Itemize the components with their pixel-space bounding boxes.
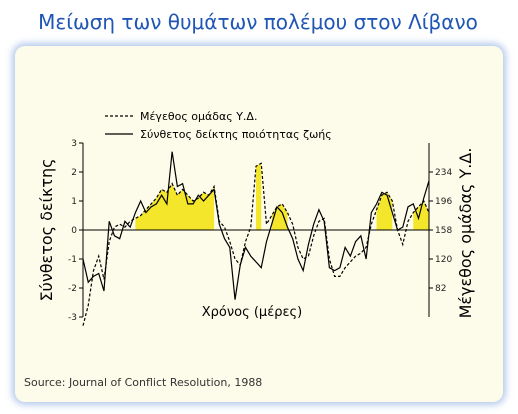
left-tick-label: 1 — [71, 197, 77, 207]
positive-fill-region — [135, 183, 215, 230]
left-axis-title: Σύνθετος δείκτης — [37, 158, 56, 301]
right-axis-ticks: 234 196 158 120 82 — [429, 168, 452, 294]
right-tick-label: 234 — [435, 168, 452, 178]
left-axis-ticks: 3 2 1 0 -1 -2 -3 — [68, 139, 83, 323]
right-tick-label: 120 — [435, 255, 452, 265]
left-tick-label: 0 — [71, 226, 77, 236]
legend-label-solid: Σύνθετος δείκτης ποιότητας ζωής — [140, 128, 332, 141]
series-line-group-size — [82, 162, 430, 326]
left-tick-label: 3 — [71, 139, 77, 149]
right-axis-title: Μέγεθος ομάδας Υ.Δ. — [456, 148, 475, 319]
right-tick-label: 158 — [435, 226, 452, 236]
chart-fill-area — [135, 163, 429, 230]
source-note: Source: Journal of Conflict Resolution, … — [24, 376, 263, 389]
legend-label-dashed: Μέγεθος ομάδας Υ.Δ. — [140, 110, 257, 123]
left-tick-label: -1 — [68, 255, 77, 265]
page-title: Μείωση των θυμάτων πολέμου στον Λίβανο — [38, 10, 478, 34]
positive-fill-region — [376, 192, 393, 230]
right-tick-label: 196 — [435, 197, 452, 207]
left-tick-label: 2 — [71, 168, 77, 178]
series-line-quality-index — [82, 151, 430, 300]
chart-series — [82, 151, 430, 326]
positive-fill-region — [256, 163, 262, 230]
positive-fill-region — [413, 201, 429, 230]
right-tick-label: 82 — [435, 284, 446, 294]
x-axis-title: Χρόνος (μέρες) — [202, 305, 302, 320]
left-tick-label: -2 — [68, 284, 77, 294]
left-tick-label: -3 — [68, 313, 77, 323]
